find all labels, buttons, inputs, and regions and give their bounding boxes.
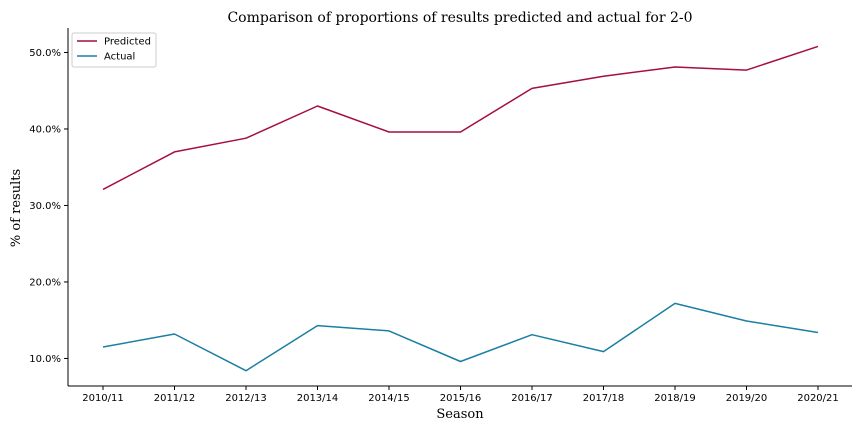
y-ticks: 10.0% 20.0% 30.0% 40.0% 50.0% [29,48,68,365]
series-group [102,45,819,372]
x-axis-label: Season [436,407,484,422]
x-tick-label: 2020/21 [797,393,839,404]
y-axis-label: % of results [9,169,24,247]
x-ticks: 2010/11 2011/12 2012/13 2013/14 2014/15 2015/… [82,386,839,404]
chart-title: Comparison of proportions of results pre… [227,10,692,26]
x-tick-label: 2010/11 [82,393,124,404]
legend: Predicted Actual [71,32,157,68]
y-tick-label: 20.0% [29,277,61,288]
y-tick-label: 50.0% [29,48,61,59]
series-line-actual [102,302,819,372]
x-tick-label: 2013/14 [297,393,339,404]
x-tick-label: 2011/12 [154,393,196,404]
y-tick-label: 30.0% [29,201,61,212]
legend-label-actual: Actual [104,52,135,63]
legend-label-predicted: Predicted [104,37,151,48]
x-tick-label: 2018/19 [654,393,696,404]
x-tick-label: 2014/15 [368,393,410,404]
x-tick-label: 2017/18 [583,393,625,404]
y-tick-label: 10.0% [29,354,61,365]
x-tick-label: 2012/13 [225,393,267,404]
y-tick-label: 40.0% [29,124,61,135]
x-tick-label: 2019/20 [726,393,768,404]
x-tick-label: 2015/16 [440,393,482,404]
series-line-predicted [102,45,819,191]
x-tick-label: 2016/17 [511,393,553,404]
